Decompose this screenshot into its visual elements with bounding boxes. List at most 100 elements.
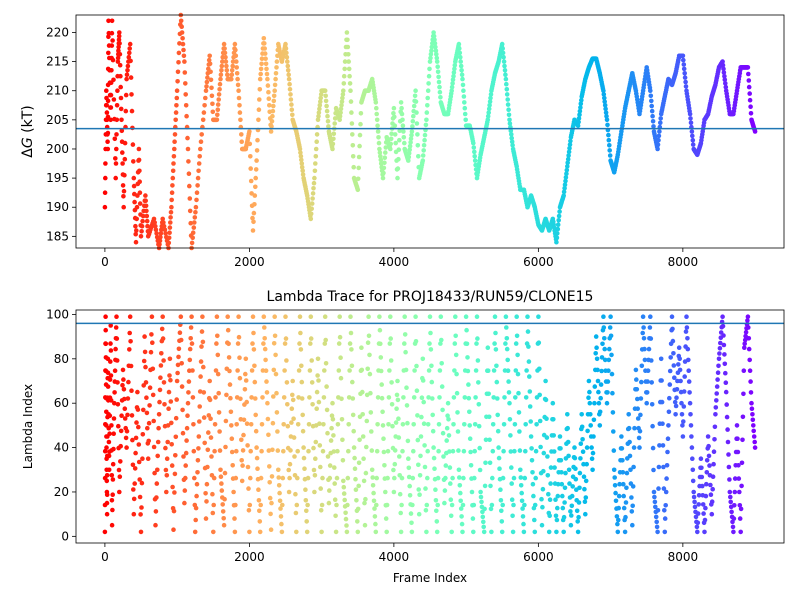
data-point [318,464,323,470]
data-point [465,355,470,360]
data-point [348,88,353,93]
data-point [335,448,340,454]
data-point [503,72,508,77]
data-point [288,97,294,102]
data-point [195,458,201,463]
data-point [656,133,662,139]
data-point [576,116,582,121]
data-point [168,210,174,215]
data-point [745,314,751,320]
data-point [443,475,448,481]
data-point [338,110,343,115]
data-point [435,502,441,508]
data-point [706,443,711,449]
data-point [179,24,184,30]
data-point [645,379,650,384]
data-point [334,475,340,481]
data-point [472,422,478,427]
data-point [270,108,276,114]
data-point [273,352,278,358]
data-point [331,131,337,136]
data-point [632,425,637,431]
data-point [362,522,368,528]
data-point [118,106,124,112]
data-point [663,489,669,495]
data-point [567,142,573,147]
data-point [745,65,751,70]
chart-bottom: Lambda Trace for PROJ18433/RUN59/CLONE15… [21,289,785,585]
data-point [375,422,380,427]
data-point [366,333,372,339]
data-point [274,65,279,70]
data-point [471,502,477,508]
data-point [679,400,684,406]
data-point [566,149,572,155]
data-point [325,430,330,436]
data-point [438,95,443,100]
data-point [372,514,378,519]
data-point [104,478,110,484]
bottom-points [102,314,758,535]
data-point [547,497,553,503]
data-point [174,103,179,108]
data-point [720,59,725,64]
data-point [620,458,625,463]
data-point [475,336,480,341]
data-point [388,136,394,142]
data-point [649,402,655,407]
data-point [507,117,512,123]
data-point [210,101,215,107]
data-point [699,465,704,471]
data-point [703,505,708,511]
data-point [110,477,116,482]
data-point [207,397,213,403]
data-point [449,529,455,535]
data-point [192,475,197,481]
data-point [495,412,501,418]
data-point [323,98,329,104]
data-point [685,346,691,352]
data-point [747,91,752,96]
data-point [408,511,414,516]
data-point [565,164,570,169]
data-point [610,390,615,396]
data-point [199,344,204,349]
data-point [607,143,612,148]
data-point [459,514,464,519]
data-point [208,435,214,440]
data-point [387,341,393,346]
data-point [318,92,324,97]
data-point [381,170,386,176]
data-point [229,72,235,77]
data-point [295,475,300,481]
data-point [222,46,227,51]
data-point [675,378,680,384]
data-point [666,409,672,415]
data-point [194,197,199,203]
data-point [606,368,611,374]
data-point [415,143,421,148]
data-point [402,332,408,337]
data-point [416,511,422,517]
data-point [594,356,600,362]
data-point [409,520,414,526]
data-point [168,399,174,404]
data-point [289,420,294,425]
data-point [342,66,348,72]
data-point [561,529,566,535]
data-point [735,449,741,455]
data-point [433,48,439,53]
data-point [495,396,500,401]
data-point [597,423,603,428]
data-point [659,399,665,405]
data-point [506,112,512,118]
data-point [272,314,278,320]
data-point [579,412,584,417]
data-point [173,110,179,115]
data-point [499,529,505,535]
data-point [473,368,479,373]
data-point [236,88,241,93]
data-point [593,351,598,356]
data-point [519,498,525,504]
data-point [188,325,194,330]
